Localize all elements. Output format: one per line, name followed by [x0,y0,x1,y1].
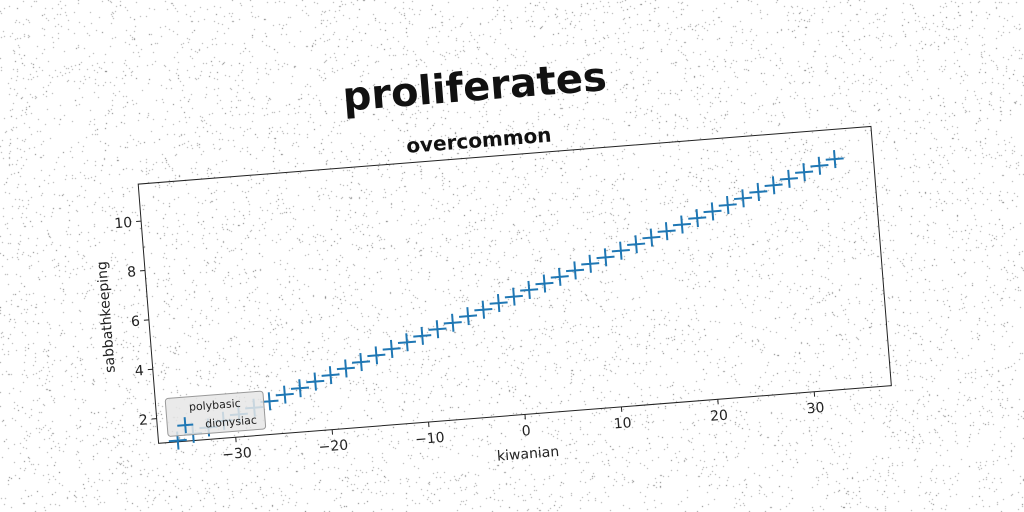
data-point [428,320,447,339]
x-tick-label: −10 [415,430,446,448]
legend-plus-icon [177,417,194,434]
legend-marker-icon [177,417,194,434]
data-point [321,366,340,385]
data-point [306,372,325,391]
data-point [611,241,630,260]
data-point [810,156,829,175]
chart-group: proliferates overcommon −30 −20 −10 0 10 20 30… [94,54,892,465]
x-tick-label: 10 [613,415,632,432]
legend-entry-label: dionysiac [205,414,258,431]
data-point [733,189,753,208]
data-point [489,293,508,313]
y-axis-ticks: 2 4 6 8 10 [114,215,157,429]
data-point [443,313,462,332]
data-point [275,385,294,404]
x-tick-label: −30 [222,445,253,463]
data-point [352,352,371,372]
data-point [397,333,417,352]
legend: polybasic dionysiac [164,390,267,437]
data-point [458,307,478,326]
data-point [413,326,432,345]
chart-subtitle: overcommon [405,123,552,158]
data-point [703,202,722,221]
y-tick-label: 4 [134,363,144,380]
x-tick-label: 0 [521,423,531,440]
x-tick-label: −20 [318,437,349,455]
chart-title: proliferates [341,54,608,121]
data-point [290,379,310,398]
axes-frame [137,125,892,444]
data-point [749,182,768,201]
data-point [535,274,554,293]
data-point [382,339,401,359]
data-point [642,228,661,247]
data-point [688,209,707,228]
data-point [627,235,646,254]
data-point [672,215,691,234]
y-tick-label: 6 [130,314,140,331]
x-axis-label: kiwanian [496,444,559,465]
data-point [657,222,676,241]
legend-title: polybasic [188,397,241,414]
data-point [581,254,600,273]
data-point [367,346,386,365]
x-tick-label: 20 [710,408,729,425]
data-point [596,248,615,267]
y-tick-label: 2 [138,412,148,429]
y-tick-label: 8 [127,264,137,281]
data-point [504,287,523,306]
data-point [565,261,585,280]
data-point [336,359,355,378]
data-point [779,169,798,188]
data-point [520,280,539,300]
x-axis-ticks: −30 −20 −10 0 10 20 30 [222,391,825,463]
data-point [825,150,844,169]
data-point [474,300,493,319]
data-point [718,195,737,215]
data-point [795,163,814,182]
data-point [764,176,783,195]
data-point [550,267,569,286]
y-tick-label: 10 [114,215,133,232]
x-tick-label: 30 [806,400,825,417]
y-axis-label: sabbathkeeping [94,261,119,374]
